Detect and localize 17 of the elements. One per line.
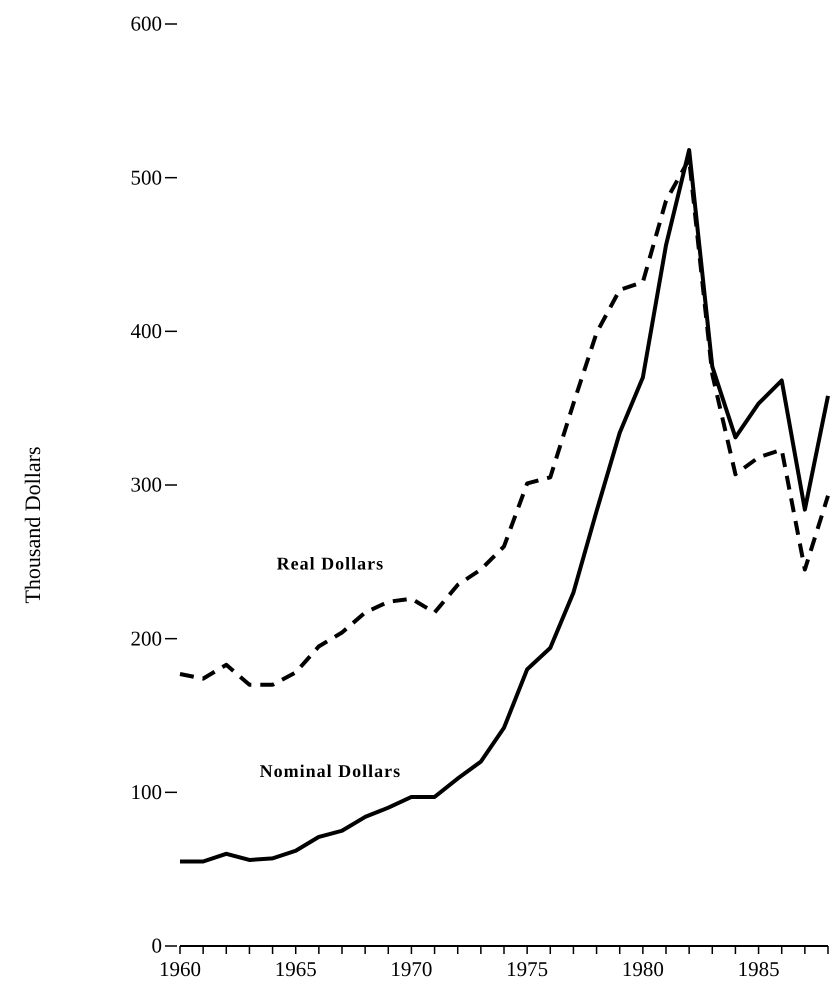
y-tick-label: 400 bbox=[130, 319, 162, 344]
series-label: Real Dollars bbox=[276, 554, 384, 574]
x-tick-label: 1975 bbox=[506, 956, 548, 981]
x-tick-label: 1960 bbox=[159, 956, 201, 981]
series-label: Nominal Dollars bbox=[260, 760, 402, 781]
x-tick-label: 1985 bbox=[738, 956, 780, 981]
x-tick-label: 1965 bbox=[274, 956, 317, 981]
y-tick-label: 0 bbox=[152, 934, 162, 958]
y-tick-label: 600 bbox=[130, 12, 162, 36]
y-axis-title: Thousand Dollars bbox=[20, 446, 45, 604]
line-series bbox=[178, 148, 830, 864]
x-tick-label: 1980 bbox=[622, 956, 664, 981]
x-tick-label: 1970 bbox=[390, 956, 432, 981]
y-tick-label: 200 bbox=[130, 626, 162, 650]
y-tick-label: 500 bbox=[130, 165, 162, 190]
y-tick-label: 300 bbox=[130, 472, 162, 497]
y-tick-label: 100 bbox=[130, 780, 162, 804]
